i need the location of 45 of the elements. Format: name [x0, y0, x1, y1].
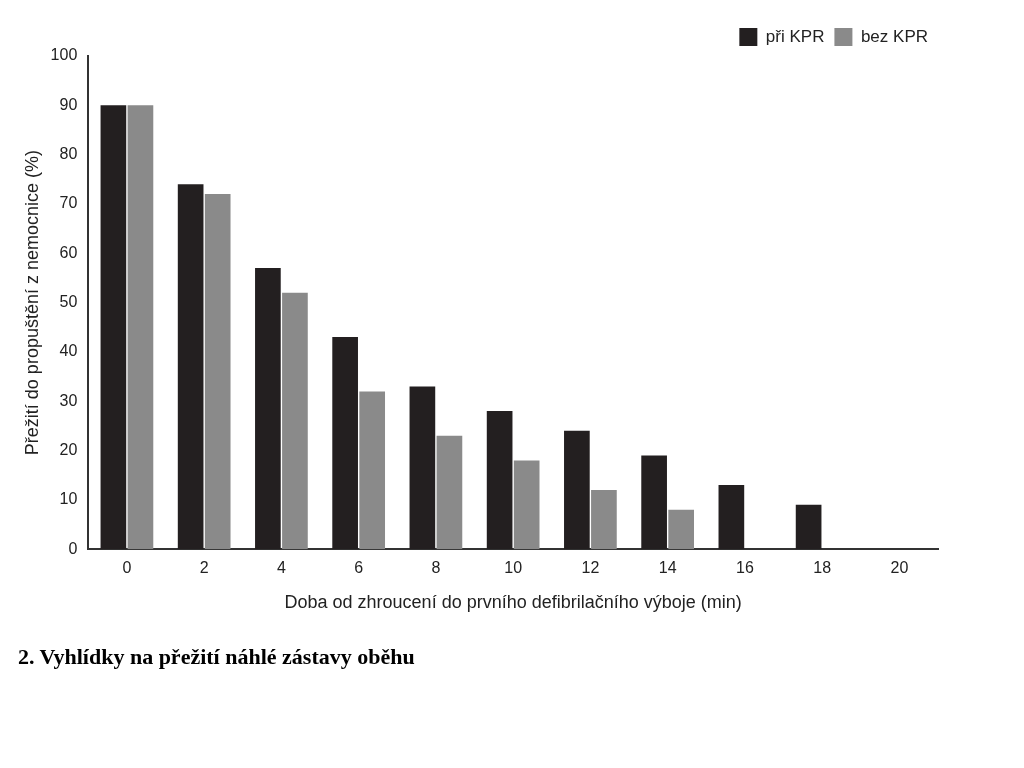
bar	[409, 386, 436, 550]
x-tick-label: 0	[122, 559, 132, 577]
x-tick-label: 16	[735, 559, 754, 577]
y-tick-label: 100	[50, 46, 78, 64]
y-tick-label: 0	[68, 539, 78, 557]
bar	[641, 455, 667, 550]
bar	[591, 490, 617, 550]
bar	[100, 105, 127, 550]
y-tick-label: 50	[59, 293, 78, 311]
x-tick-label: 12	[581, 559, 600, 577]
y-tick-label: 80	[59, 145, 78, 163]
y-tick-label: 60	[59, 243, 78, 261]
y-tick-label: 70	[59, 194, 78, 212]
bar	[486, 411, 513, 550]
legend-label: při KPR	[765, 26, 825, 46]
bar	[332, 337, 358, 550]
y-tick-label: 20	[59, 440, 78, 458]
x-tick-label: 20	[890, 559, 909, 577]
bar	[177, 184, 204, 550]
y-tick-label: 40	[59, 342, 78, 360]
y-axis-title: Přežití do propuštění z nemocnice (%)	[21, 150, 42, 456]
x-tick-label: 4	[276, 559, 286, 577]
x-axis-title: Doba od zhroucení do prvního defibrilačního výboje (min)	[284, 592, 742, 613]
x-tick-label: 6	[354, 559, 364, 577]
x-tick-label: 18	[813, 559, 832, 577]
bar	[718, 485, 745, 550]
x-tick-label: 2	[199, 559, 209, 577]
bar	[564, 430, 590, 550]
bar	[255, 268, 281, 550]
y-tick-label: 10	[59, 490, 78, 508]
bar	[436, 435, 463, 550]
x-tick-label: 10	[504, 559, 523, 577]
legend-label: bez KPR	[860, 26, 929, 46]
bar	[282, 292, 308, 550]
x-tick-label: 14	[658, 559, 677, 577]
y-tick-label: 30	[59, 391, 78, 409]
bar	[513, 460, 540, 550]
bar	[204, 194, 231, 550]
bar	[359, 391, 386, 550]
y-tick-label: 90	[59, 95, 78, 113]
x-tick-label: 8	[431, 559, 441, 577]
bar	[668, 509, 694, 550]
text: 2. Vyhlídky na přežití náhlé zástavy oběhu	[18, 644, 416, 670]
bar	[795, 504, 822, 550]
bar	[127, 105, 154, 550]
